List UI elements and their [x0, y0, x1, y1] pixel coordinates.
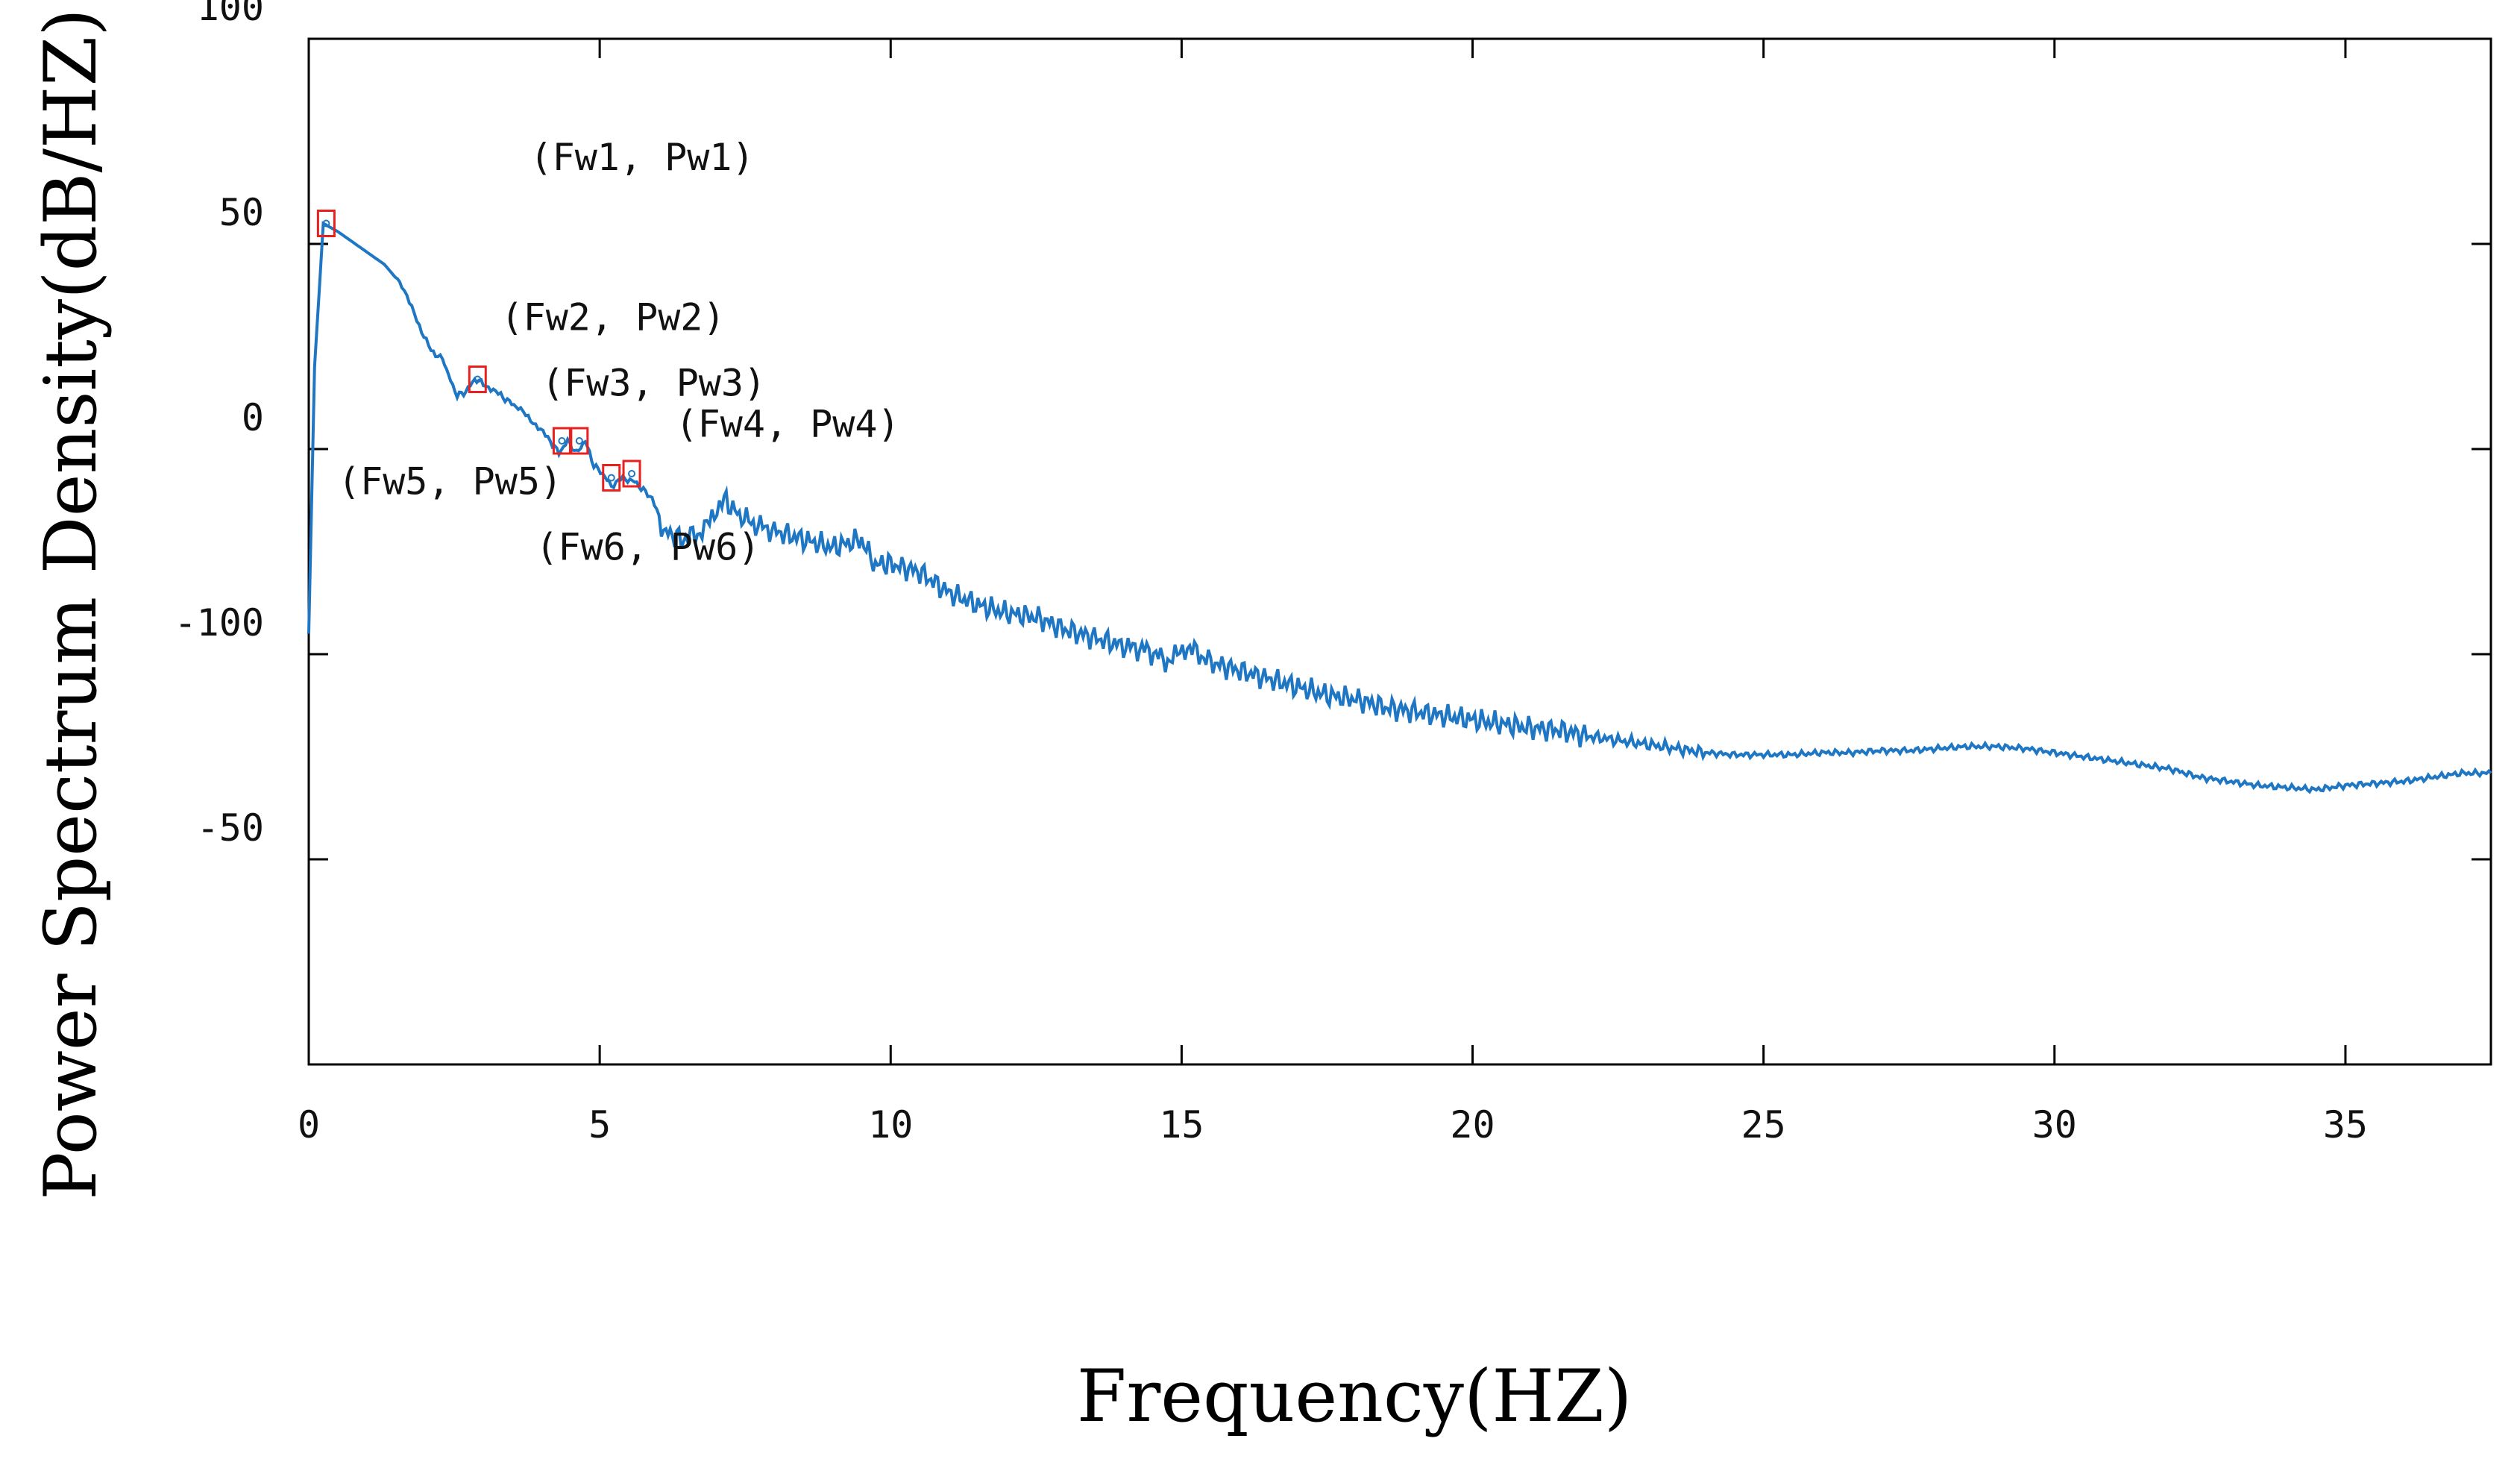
peak-point-2: [474, 375, 482, 383]
x-tick-label: 25: [1741, 1103, 1786, 1146]
x-tick-label: 30: [2032, 1103, 2077, 1146]
x-tick-label: 20: [1450, 1103, 1495, 1146]
peak-annotation-1: (Fw1, Pw1): [530, 136, 755, 179]
peak-annotation-2: (Fw2, Pw2): [500, 296, 725, 339]
peak-markers: [316, 210, 641, 492]
peak-point-5: [607, 474, 615, 482]
y-axis-title: Power Spectrum Density(dB/HZ): [29, 8, 113, 1200]
peak-annotation-5: (Fw5, Pw5): [338, 460, 562, 504]
y-tick-label: -100: [175, 601, 264, 644]
peak-annotations: (Fw1, Pw1) (Fw2, Pw2) (Fw3, Pw3)(Fw4, Pw4)…: [338, 136, 900, 569]
peak-annotation-3: (Fw3, Pw3): [541, 362, 766, 405]
x-tick-label: 0: [298, 1103, 320, 1146]
y-tick-label: 0: [242, 396, 264, 439]
peak-marker-5: [602, 464, 621, 492]
peak-annotation-4: (Fw4, Pw4): [676, 403, 900, 446]
x-axis-title: Frequency(HZ): [1077, 1355, 1633, 1438]
y-tick-label: 50: [219, 191, 264, 234]
y-tick-label: -50: [197, 806, 264, 850]
x-tick-label: 35: [2323, 1103, 2368, 1146]
peak-point-6: [628, 470, 636, 477]
peak-marker-2: [468, 366, 487, 393]
y-tick-labels: 100 50 0 -100 -50: [175, 0, 264, 850]
x-tick-label: 10: [868, 1103, 913, 1146]
psd-series-line: [307, 221, 2492, 794]
x-tick-label: 5: [588, 1103, 611, 1146]
peak-point-3: [558, 437, 566, 445]
peak-point-4: [575, 437, 583, 445]
plot-frame: [307, 37, 2492, 1066]
peak-marker-4: [570, 427, 589, 455]
y-tick-label: 100: [197, 0, 264, 29]
x-tick-label: 15: [1159, 1103, 1204, 1146]
peak-point-1: [322, 219, 330, 228]
peak-marker-1: [316, 210, 336, 237]
x-tick-labels: 0 5 10 15 20 25 30 35: [298, 1103, 2368, 1146]
peak-annotation-6: (Fw6, Pw6): [535, 526, 760, 569]
peak-marker-6: [622, 459, 641, 488]
